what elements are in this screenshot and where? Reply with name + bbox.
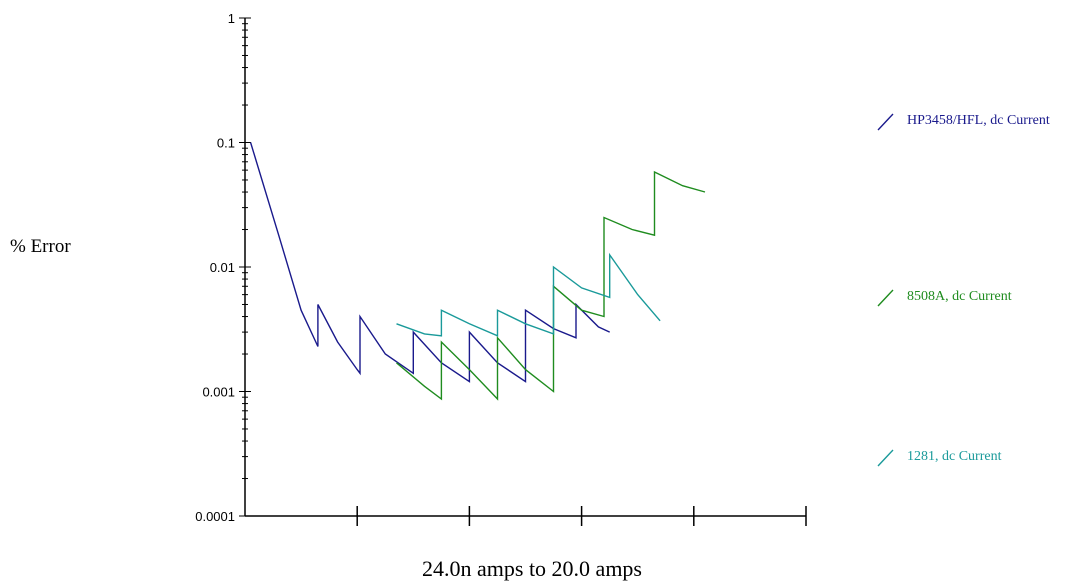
y-tick-label: 0.001 [202,385,235,400]
series-line-2 [396,170,706,401]
legend-label-1: HP3458/HFL, dc Current [907,113,1050,128]
y-tick-label: 0.01 [210,260,235,275]
series-line-1 [249,142,610,383]
legend-label-2: 8508A, dc Current [907,289,1012,304]
legend-swatch-3 [877,449,894,467]
y-axis-label: % Error [10,236,71,257]
y-tick-label: 1 [228,11,235,26]
legend-swatch-1 [877,113,894,131]
legend-label-3: 1281, dc Current [907,449,1002,464]
axes: 1 0.1 0.01 0.001 0.0001 [195,11,807,526]
series-line-3 [396,252,661,337]
legend: HP3458/HFL, dc Current 8508A, dc Current 1… [877,113,1050,467]
series-layer [249,142,706,401]
y-tick-label: 0.0001 [195,509,235,524]
x-axis-label: 24.0n amps to 20.0 amps [422,556,642,581]
legend-swatch-2 [877,289,894,307]
y-tick-label: 0.1 [217,136,235,151]
